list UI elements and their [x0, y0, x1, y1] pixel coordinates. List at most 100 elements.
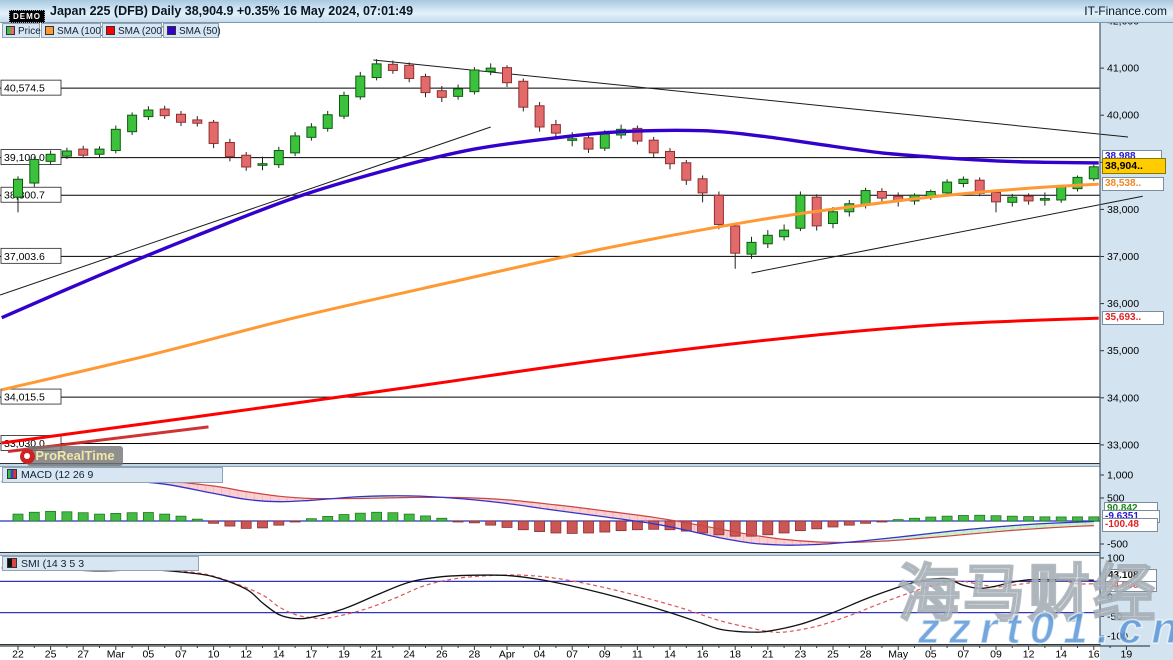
macd-histogram-bar	[1072, 516, 1083, 522]
mini-candles-icon	[14, 1, 29, 19]
smi-tick-label: -50	[1107, 611, 1122, 623]
legend-price[interactable]: Price	[2, 23, 41, 38]
candle-body	[387, 63, 398, 71]
macd-histogram-bar	[860, 520, 871, 524]
x-axis-label: May	[888, 649, 909, 660]
x-axis-label: 16	[1088, 649, 1100, 660]
macd-histogram-bar	[648, 520, 660, 530]
candle-body	[143, 109, 154, 118]
macd-tick-label: -500	[1107, 539, 1128, 551]
macd-tick-label: 1,000	[1107, 470, 1133, 482]
candle-body	[78, 148, 89, 156]
x-axis-label: 17	[306, 649, 318, 660]
trendline[interactable]	[373, 59, 1129, 138]
macd-histogram-bar	[28, 511, 40, 522]
price-series-icon	[6, 26, 15, 35]
macd-histogram-bar	[322, 516, 334, 522]
candle-body	[13, 178, 23, 198]
smi-line	[1, 567, 1094, 633]
macd-histogram-bar	[126, 512, 138, 522]
candle-body	[632, 127, 643, 142]
candle-body	[681, 162, 692, 181]
macd-signal-line	[1, 479, 1094, 544]
candle-body	[306, 126, 317, 138]
macd-histogram-bar	[403, 513, 415, 522]
candle-body	[648, 139, 659, 154]
macd-histogram-bar	[371, 511, 383, 522]
macd-histogram-bar	[208, 520, 220, 524]
macd-histogram-bar	[191, 518, 203, 522]
legend-sma100[interactable]: SMA (100)	[41, 23, 105, 38]
sma100-line[interactable]	[1, 182, 1099, 392]
price-tick-label: 33,000	[1107, 439, 1139, 451]
x-axis-label: Mar	[107, 649, 126, 660]
macd-histogram-bar	[468, 520, 480, 524]
candle-body	[322, 114, 333, 129]
candle-body	[127, 114, 138, 133]
x-axis-label: 11	[632, 649, 643, 660]
legend-sma100-label: SMA (100)	[57, 26, 105, 37]
macd-histogram-bar	[501, 520, 513, 528]
price-tick-label: 34,000	[1107, 392, 1139, 404]
candle-body	[29, 158, 40, 184]
price-tick-label: 35,000	[1107, 345, 1139, 357]
candle-body	[1007, 196, 1018, 203]
legend-sma50[interactable]: SMA (50)	[163, 23, 221, 38]
macd-histogram-bar	[12, 513, 24, 522]
x-axis-label: 26	[436, 649, 448, 660]
macd-histogram-bar	[583, 520, 594, 534]
macd-histogram-bar	[1006, 515, 1018, 522]
x-axis-label: 10	[208, 649, 220, 660]
candle-body	[1072, 176, 1083, 190]
level-label: 37,003.6	[4, 251, 45, 263]
macd-histogram-bar	[1039, 516, 1051, 522]
x-axis-label: 14	[664, 649, 676, 660]
smi-tick-label: -100	[1107, 631, 1128, 643]
macd-histogram-bar	[94, 513, 105, 522]
x-axis-label: 04	[534, 649, 546, 660]
macd-histogram-bar	[289, 520, 301, 523]
candle-body	[61, 150, 72, 157]
smi-icon	[7, 558, 17, 568]
candle-body	[110, 128, 121, 152]
sma50-line[interactable]	[1, 128, 1099, 320]
x-axis-label: 28	[860, 649, 872, 660]
demo-badge: DEMO	[9, 10, 45, 23]
x-axis-label: 05	[925, 649, 937, 660]
trendline[interactable]	[0, 126, 491, 296]
macd-histogram-bar	[224, 520, 236, 527]
x-axis-label: 14	[273, 649, 285, 660]
trendline[interactable]	[751, 195, 1143, 274]
legend-sma50-label: SMA (50)	[179, 26, 221, 37]
x-axis-label: 28	[469, 649, 481, 660]
macd-histogram-bar	[110, 513, 122, 522]
candle-body	[94, 148, 105, 155]
macd-histogram-bar	[159, 513, 171, 522]
smi-legend[interactable]: SMI (14 3 5 3	[2, 556, 199, 571]
x-axis-label: 09	[599, 649, 611, 660]
prorealtime-watermark: ProRealTime	[27, 446, 123, 466]
legend-sma200-label: SMA (200)	[118, 26, 166, 37]
candle-body	[257, 163, 268, 166]
x-axis-label: 09	[990, 649, 1002, 660]
smi-tick-label: 0	[1107, 592, 1113, 604]
macd-histogram-bar	[892, 519, 904, 522]
brand-link[interactable]: IT-Finance.com	[1084, 4, 1167, 18]
macd-histogram-bar	[762, 520, 774, 536]
candle-body	[534, 105, 545, 128]
candle-body	[567, 138, 578, 141]
sma200-line[interactable]	[1, 316, 1099, 445]
candle-body	[958, 178, 969, 184]
macd-histogram-bar	[436, 517, 448, 522]
x-axis-label: 25	[827, 649, 839, 660]
macd-histogram-bar	[1088, 516, 1100, 522]
legend-sma200[interactable]: SMA (200)	[102, 23, 166, 38]
macd-histogram-bar	[61, 511, 73, 522]
candle-body	[828, 211, 838, 225]
candle-body	[192, 119, 203, 124]
macd-legend[interactable]: MACD (12 26 9	[2, 467, 223, 483]
macd-histogram-bar	[664, 520, 676, 531]
macd-histogram-bar	[599, 520, 611, 533]
